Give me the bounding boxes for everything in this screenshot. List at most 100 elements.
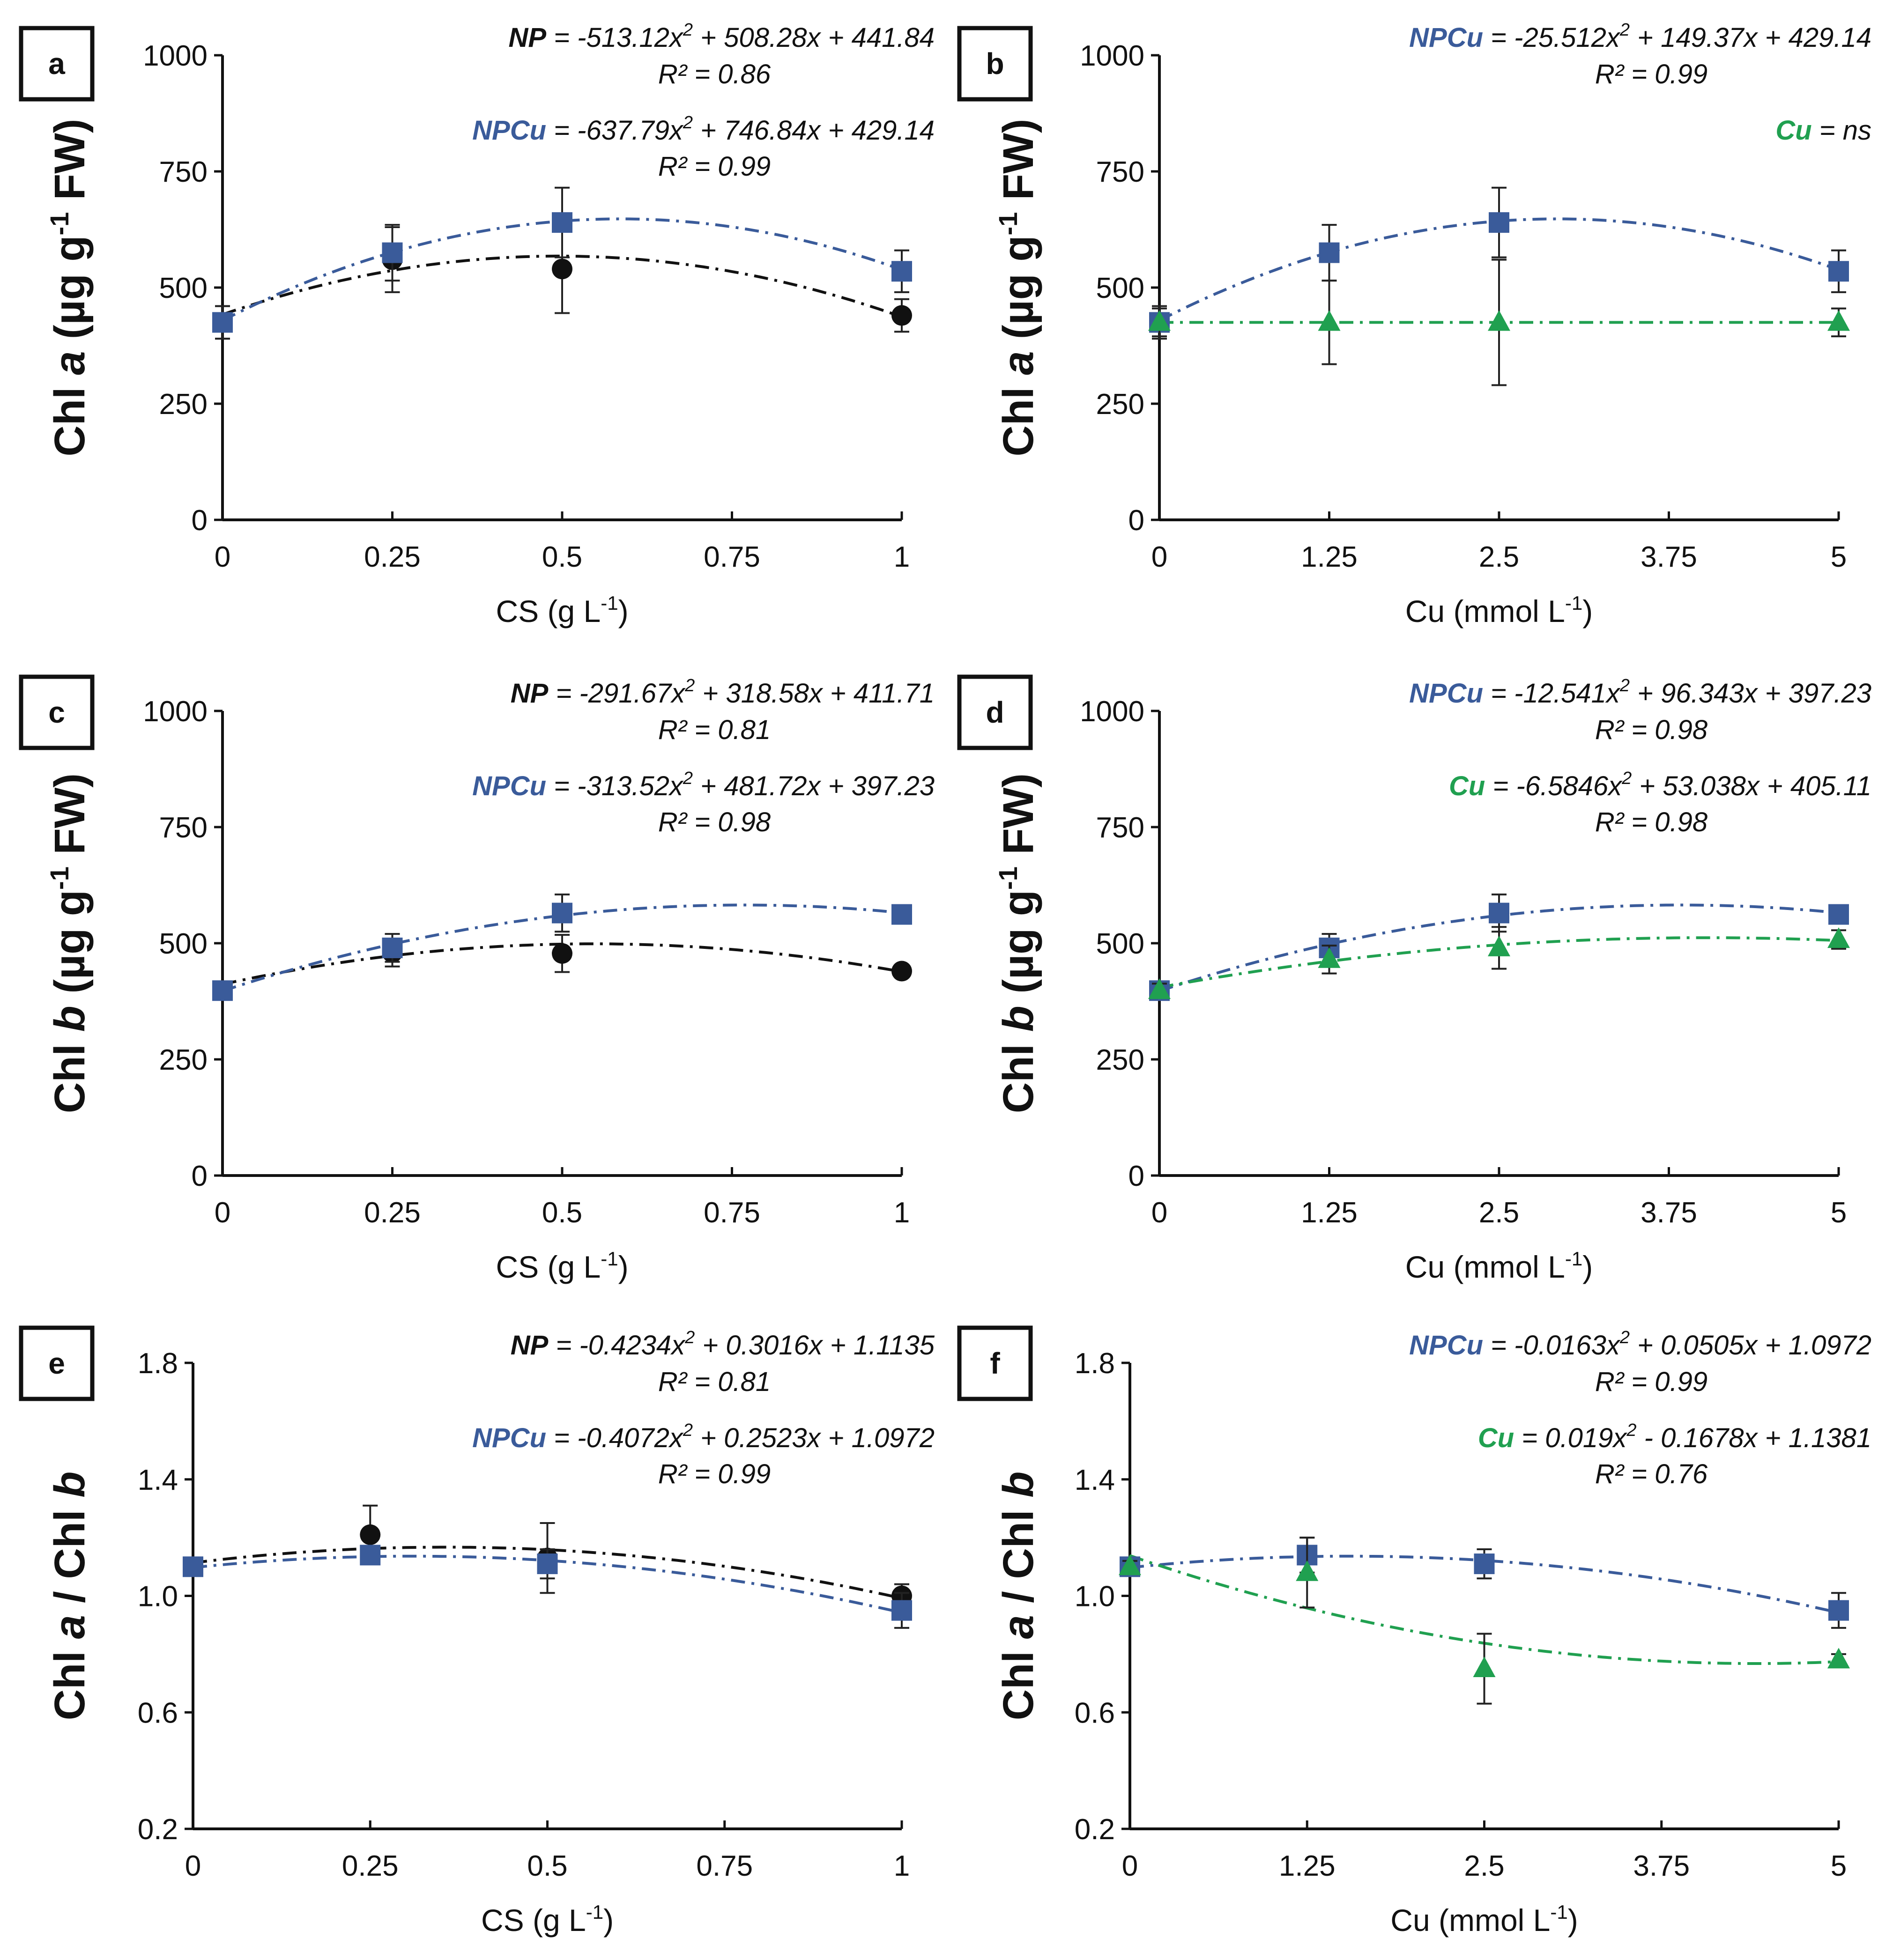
data-point-NPCu xyxy=(382,937,403,958)
data-point-Cu xyxy=(1473,1656,1496,1677)
x-tick-label: 0 xyxy=(1151,541,1167,573)
data-point-NP xyxy=(891,961,912,982)
y-tick-label: 1.0 xyxy=(138,1581,178,1613)
trendline-NPCu xyxy=(1129,1554,1839,1614)
data-point-NPCu xyxy=(891,1600,912,1621)
trendline-NP xyxy=(193,1546,902,1600)
y-tick-label: 1.4 xyxy=(138,1464,178,1496)
x-tick-label: 0 xyxy=(1122,1850,1138,1882)
y-tick-label: 1000 xyxy=(1080,695,1144,728)
equation-NP: NP = -291.67x2 + 318.58x + 411.71 xyxy=(511,676,935,709)
chart-panel-c: c 0 250 500 750 1000 0 0.25 0.5 0.75 1 CS (g L-1) Ch… xyxy=(19,674,935,1284)
x-tick-label: 0.5 xyxy=(542,1197,582,1229)
x-tick-label: 0.25 xyxy=(364,1197,421,1229)
chart-panel-e: e 0.2 0.6 1.0 1.4 1.8 0 0.25 0.5 0.75 1 CS (g L-1) C… xyxy=(19,1325,935,1938)
equation-NPCu: NPCu = -0.4072x2 + 0.2523x + 1.0972 xyxy=(472,1420,935,1453)
data-point-NPCu xyxy=(1489,212,1509,233)
panel-label: b xyxy=(986,47,1004,81)
y-tick-label: 1000 xyxy=(143,40,208,72)
y-tick-label: 0.2 xyxy=(138,1813,178,1846)
panel-label-box xyxy=(19,674,95,750)
y-axis-title: Chl a (µg g-1 FW) xyxy=(993,118,1042,456)
x-tick-label: 3.75 xyxy=(1641,1197,1697,1229)
data-point-NPCu xyxy=(552,212,572,233)
x-tick-label: 0.75 xyxy=(704,541,760,573)
data-point-NPCu xyxy=(891,261,912,282)
x-tick-label: 1 xyxy=(894,541,910,573)
y-tick-label: 1.8 xyxy=(138,1347,178,1380)
x-tick-label: 5 xyxy=(1831,1197,1847,1229)
chart-panel-a: a 0 250 500 750 1000 0 0.25 0.5 0.75 1 CS (g L-1) Ch… xyxy=(19,20,935,629)
x-tick-label: 0.5 xyxy=(542,541,582,573)
data-point-NPCu xyxy=(1828,261,1849,282)
y-tick-label: 1.8 xyxy=(1075,1347,1115,1380)
chart-panel-f: f 0.2 0.6 1.0 1.4 1.8 0 1.25 2.5 3.75 5 Cu (mmol L-… xyxy=(957,1325,1871,1938)
panel-label-box xyxy=(19,1325,95,1401)
data-point-NP xyxy=(360,1524,381,1545)
x-axis-title: Cu (mmol L-1) xyxy=(1405,592,1593,629)
equation-NPCu: NPCu = -313.52x2 + 481.72x + 397.23 xyxy=(472,769,935,801)
y-tick-label: 0.2 xyxy=(1075,1813,1115,1846)
equation-Cu: Cu = -6.5846x2 + 53.038x + 405.11 xyxy=(1449,769,1871,801)
y-axis-title: Chl a / Chl b xyxy=(46,1472,94,1721)
x-tick-label: 0 xyxy=(215,1197,230,1229)
y-tick-label: 750 xyxy=(1096,156,1144,188)
x-tick-label: 0 xyxy=(185,1850,201,1882)
r-squared-NPCu: R² = 0.98 xyxy=(658,807,771,837)
panel-label: c xyxy=(48,695,65,729)
x-tick-label: 2.5 xyxy=(1479,541,1519,573)
x-tick-label: 3.75 xyxy=(1633,1850,1690,1882)
y-tick-label: 0 xyxy=(192,1160,208,1192)
panel-label-box xyxy=(957,674,1033,750)
data-point-NPCu xyxy=(1489,902,1509,924)
y-axis-title: Chl b (µg g-1 FW) xyxy=(993,773,1042,1113)
r-squared-NPCu: R² = 0.99 xyxy=(658,1459,771,1489)
trendline-NPCu xyxy=(193,1554,902,1614)
equation-NPCu: NPCu = -637.79x2 + 746.84x + 429.14 xyxy=(472,113,935,146)
r-squared-NPCu: R² = 0.99 xyxy=(1595,59,1707,89)
data-point-Cu xyxy=(1318,947,1341,968)
data-point-NPCu xyxy=(360,1545,381,1566)
x-tick-label: 2.5 xyxy=(1464,1850,1504,1882)
x-axis-title: CS (g L-1) xyxy=(481,1901,614,1938)
trendline-NP xyxy=(222,254,903,318)
x-tick-label: 0.25 xyxy=(342,1850,399,1882)
r-squared-NP: R² = 0.81 xyxy=(658,1367,771,1397)
x-tick-label: 5 xyxy=(1831,541,1847,573)
y-tick-label: 0.6 xyxy=(1075,1697,1115,1729)
data-point-NPCu xyxy=(382,242,403,263)
y-tick-label: 1.0 xyxy=(1075,1581,1115,1613)
y-axis-title: Chl a / Chl b xyxy=(995,1472,1042,1721)
data-point-NPCu xyxy=(183,1556,203,1577)
chart-panel-b: b 0 250 500 750 1000 0 1.25 2.5 3.75 5 Cu (mmol L-1… xyxy=(957,20,1871,629)
y-tick-label: 500 xyxy=(159,272,208,304)
y-tick-label: 500 xyxy=(1096,272,1144,304)
panel-label: a xyxy=(48,47,65,81)
y-tick-label: 250 xyxy=(1096,1044,1144,1076)
y-axis-title: Chl a (µg g-1 FW) xyxy=(45,118,94,456)
x-axis-title: CS (g L-1) xyxy=(496,1248,628,1284)
equation-NP: NP = -513.12x2 + 508.28x + 441.84 xyxy=(508,20,935,53)
data-point-NPCu xyxy=(891,904,912,925)
y-tick-label: 1000 xyxy=(143,695,208,728)
x-tick-label: 1.25 xyxy=(1279,1850,1336,1882)
x-tick-label: 3.75 xyxy=(1641,541,1697,573)
x-tick-label: 0.75 xyxy=(704,1197,760,1229)
trendline-NPCu xyxy=(222,217,903,322)
r-squared-NP: R² = 0.86 xyxy=(658,59,771,89)
y-axis-title: Chl b (µg g-1 FW) xyxy=(45,773,94,1113)
panel-label-box xyxy=(19,26,95,102)
x-tick-label: 0.75 xyxy=(696,1850,753,1882)
panel-label: e xyxy=(48,1346,65,1380)
equation-Cu: Cu = 0.019x2 - 0.1678x + 1.1381 xyxy=(1478,1420,1871,1453)
y-tick-label: 500 xyxy=(1096,928,1144,960)
r-squared-NPCu: R² = 0.99 xyxy=(1595,1367,1707,1397)
data-point-Cu xyxy=(1827,1648,1850,1669)
r-squared-Cu: R² = 0.98 xyxy=(1595,807,1707,837)
y-tick-label: 750 xyxy=(159,812,208,844)
r-squared-NP: R² = 0.81 xyxy=(658,715,771,745)
equation-NPCu: NPCu = -12.541x2 + 96.343x + 397.23 xyxy=(1409,676,1871,709)
y-tick-label: 0 xyxy=(192,504,208,537)
data-point-NP xyxy=(552,943,572,964)
